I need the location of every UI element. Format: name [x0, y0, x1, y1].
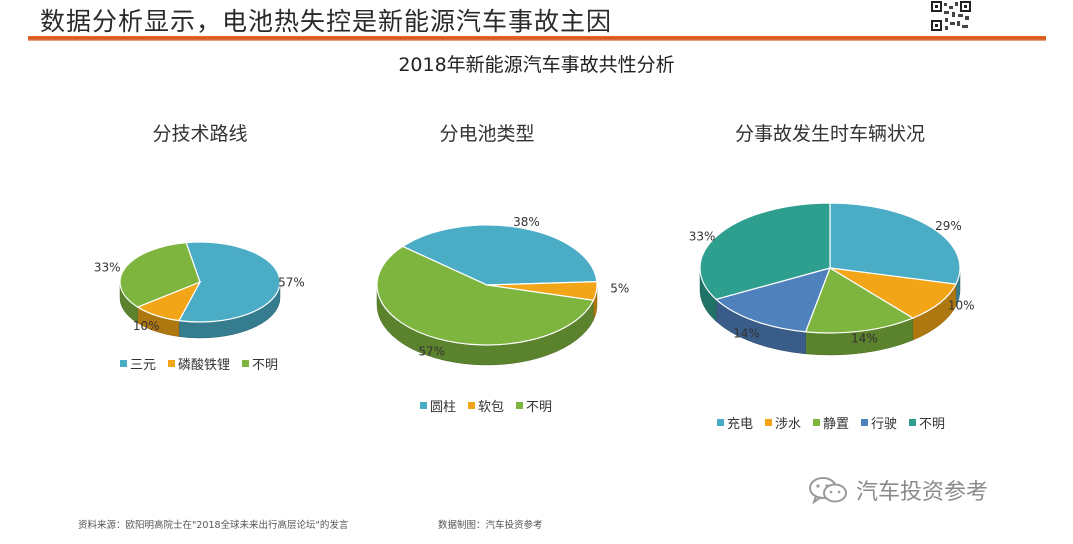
legend-swatch — [909, 419, 916, 426]
watermark-text: 汽车投资参考 — [856, 480, 989, 505]
footer-source: 资料来源：欧阳明高院士在"2018全球未来出行高层论坛"的发言 — [78, 520, 349, 531]
wechat-icon — [809, 477, 847, 504]
legend-label: 静置 — [823, 417, 849, 432]
pie-slice — [829, 202, 961, 285]
legend-swatch — [516, 402, 523, 409]
pie-data-label: 10% — [133, 319, 160, 333]
legend-swatch — [861, 419, 868, 426]
title-rule — [28, 36, 1046, 41]
pie-slice — [401, 224, 598, 286]
pie-data-label: 29% — [935, 219, 962, 233]
legend-label: 软包 — [478, 400, 504, 415]
legend-label: 不明 — [526, 400, 552, 415]
legend-swatch — [813, 419, 820, 426]
pie-chart-3: 分事故发生时车辆状况 29% 10% 14% 14% 33% 充电 涉水 静置 行驶 不明 — [689, 123, 975, 432]
pie-slice — [119, 241, 201, 308]
footer-credit: 数据制图：汽车投资参考 — [438, 520, 543, 531]
pie-chart-title: 分事故发生时车辆状况 — [735, 123, 925, 145]
pie-data-label: 38% — [513, 215, 540, 229]
pie-data-label: 14% — [733, 327, 760, 341]
pie-slice — [699, 202, 831, 300]
legend-swatch — [765, 419, 772, 426]
chart-title: 2018年新能源汽车事故共性分析 — [398, 54, 675, 76]
pie-data-label: 10% — [948, 299, 975, 313]
legend-swatch — [120, 360, 127, 367]
pie-slice — [804, 267, 915, 334]
pie-slice — [714, 267, 831, 333]
legend-label: 圆柱 — [430, 400, 456, 415]
pie-data-label: 33% — [94, 260, 121, 274]
legend-swatch — [717, 419, 724, 426]
legend-label: 不明 — [252, 358, 278, 373]
legend-label: 充电 — [727, 416, 753, 432]
pie-slice — [178, 241, 281, 323]
legend-label: 磷酸铁锂 — [178, 358, 230, 373]
legend-label: 涉水 — [775, 417, 801, 432]
pie-slice — [376, 245, 595, 346]
watermark: 汽车投资参考 — [808, 474, 988, 506]
pie-chart-1: 分技术路线 57% 10% 33% 三元 磷酸铁锂 不明 — [94, 123, 305, 373]
legend-swatch — [468, 402, 475, 409]
legend-label: 不明 — [919, 417, 945, 432]
legend-swatch — [242, 360, 249, 367]
legend-swatch — [168, 360, 175, 367]
pie-data-label: 57% — [418, 345, 445, 359]
pie-data-label: 14% — [851, 332, 878, 346]
pie-chart-title: 分电池类型 — [439, 123, 534, 145]
pie-slice — [829, 267, 957, 319]
pie-chart-title: 分技术路线 — [152, 123, 247, 145]
pie-data-label: 57% — [278, 275, 305, 289]
legend-swatch — [420, 402, 427, 409]
legend-label: 行驶 — [871, 417, 897, 432]
pie-data-label: 33% — [689, 230, 716, 244]
pie-data-label: 5% — [610, 282, 629, 296]
pie-chart-2: 分电池类型 38% 5% 57% 圆柱 软包 不明 — [376, 123, 629, 415]
legend-label: 三元 — [130, 358, 156, 373]
page-title: 数据分析显示，电池热失控是新能源汽车事故主因 — [40, 7, 613, 36]
qr-code-icon — [930, 0, 972, 32]
